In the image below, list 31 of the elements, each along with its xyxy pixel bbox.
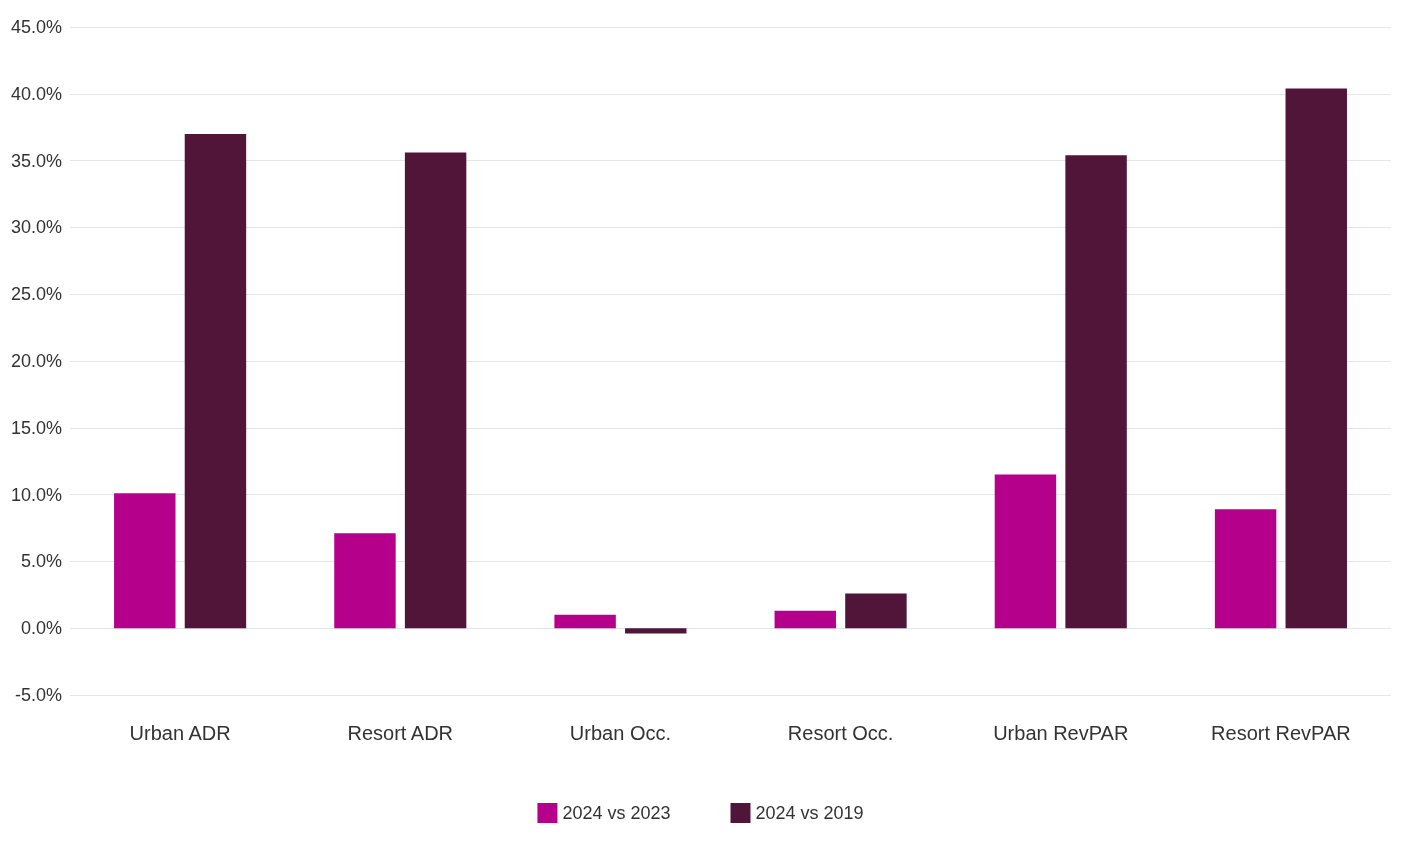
x-tick-label: Resort ADR [347,722,454,744]
bar [774,610,836,629]
y-tick-label: 0.0% [21,618,63,639]
x-tick-label: Resort Occ. [787,722,894,744]
bar [625,628,687,634]
y-tick-label: 40.0% [10,83,63,104]
bar [1065,155,1127,629]
x-tick-label: Resort RevPAR [1211,722,1351,744]
bar [184,133,247,629]
x-tick-label: Urban RevPAR [993,722,1129,744]
y-tick-label: 5.0% [21,551,63,572]
bar [1285,88,1347,629]
legend-label: 2024 vs 2019 [755,803,864,823]
bar [334,533,396,629]
y-tick-label: 35.0% [10,150,63,171]
bar [845,593,907,629]
legend-label: 2024 vs 2023 [562,803,671,823]
y-tick-label: -5.0% [15,685,63,705]
bar [404,152,467,629]
y-tick-label: 15.0% [10,417,63,438]
bar [554,614,616,629]
bar [114,493,176,629]
y-tick-label: 25.0% [10,284,63,305]
x-tick-label: Urban ADR [129,722,231,744]
x-tick-label: Urban Occ. [569,722,672,744]
y-tick-label: 20.0% [10,351,63,371]
y-tick-label: 45.0% [10,17,63,37]
bar [994,474,1057,629]
y-tick-label: 30.0% [10,217,63,238]
y-tick-label: 10.0% [10,484,63,505]
bar [1214,509,1277,629]
